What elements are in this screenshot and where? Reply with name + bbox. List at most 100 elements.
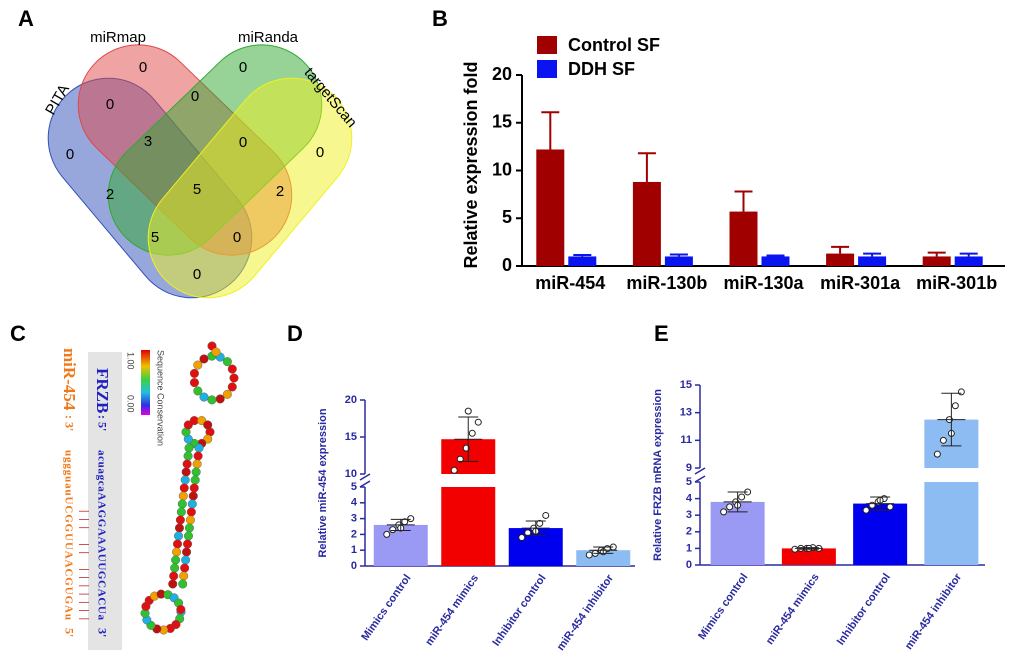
x-tick-label: miR-454 inhibitor	[903, 571, 965, 652]
nucleotide	[175, 515, 185, 525]
data-point	[407, 515, 415, 523]
panel-label: C	[10, 321, 26, 346]
nucleotide	[182, 547, 192, 557]
nucleotide	[199, 354, 209, 364]
nucleotide	[227, 382, 237, 392]
nucleotide	[181, 555, 191, 565]
venn-count: 3	[144, 133, 152, 150]
nucleotide	[177, 499, 187, 509]
y-tick-label: 2	[686, 526, 692, 538]
y-tick-label: 10	[492, 159, 512, 179]
y-tick-label: 15	[492, 112, 512, 132]
x-tick-label: miR-301b	[916, 273, 997, 293]
bar	[858, 256, 887, 266]
x-tick-label: Inhibitor control	[490, 573, 548, 649]
bar	[826, 253, 855, 266]
data-point	[383, 530, 391, 538]
nucleotide	[194, 443, 204, 453]
sequence-text: 5'	[62, 628, 76, 637]
venn-count: 0	[193, 266, 201, 283]
data-point	[456, 455, 464, 463]
nucleotide	[186, 507, 196, 517]
y-tick-label: 20	[492, 64, 512, 84]
bar	[568, 256, 597, 266]
sequence-text: acuagcaAAGGAAAUUGCACUa	[95, 450, 107, 621]
x-tick-label: miR-454	[535, 273, 605, 293]
y-tick-label: 4	[351, 497, 358, 509]
nucleotide	[193, 451, 203, 461]
y-tick-label: 1	[351, 544, 357, 556]
data-point	[542, 511, 550, 519]
nucleotide	[179, 483, 189, 493]
sequence-box	[88, 352, 122, 650]
y-tick-label: 9	[686, 462, 692, 474]
nucleotide	[183, 539, 193, 549]
y-axis-label: Relative miR-454 expression	[317, 408, 329, 557]
bar	[922, 256, 951, 266]
nucleotide	[183, 531, 193, 541]
legend-swatch	[537, 60, 557, 78]
legend-swatch	[537, 36, 557, 54]
venn-count: 0	[316, 144, 324, 161]
data-point	[474, 418, 482, 426]
nucleotide	[229, 373, 239, 383]
x-tick-label: miR-130a	[723, 273, 804, 293]
axis-break	[694, 475, 706, 483]
nucleotide	[173, 531, 183, 541]
y-tick-label: 0	[502, 255, 512, 275]
data-point	[524, 529, 532, 537]
data-point	[957, 388, 965, 396]
legend-label: DDH SF	[568, 59, 635, 79]
venn-set-label: miRanda	[238, 29, 299, 46]
nucleotide	[193, 386, 203, 396]
nucleotide	[185, 515, 195, 525]
x-tick-label: miR-454 mimics	[764, 572, 822, 647]
sequence-text: Sequence Conservation	[156, 350, 166, 446]
nucleotide	[172, 547, 182, 557]
nucleotide	[170, 563, 180, 573]
nucleotide	[190, 475, 200, 485]
venn-count: 2	[106, 186, 114, 203]
panel-label: B	[432, 6, 448, 31]
nucleotide	[180, 475, 190, 485]
bar	[924, 482, 979, 565]
venn-count: 0	[239, 134, 247, 151]
data-point	[518, 534, 526, 542]
sequence-text: : 3'	[62, 415, 76, 431]
venn-count: 0	[239, 59, 247, 76]
y-tick-label: 11	[680, 434, 692, 446]
nucleotide	[215, 394, 225, 404]
nucleotide	[176, 604, 186, 614]
color-scale	[141, 350, 150, 415]
venn-set	[147, 77, 353, 299]
bar	[536, 149, 565, 266]
nucleotide	[189, 368, 199, 378]
sequence-text: 3'	[95, 628, 109, 637]
y-tick-label: 1	[686, 542, 692, 554]
sequence-text: : 5'	[95, 415, 109, 431]
data-point	[738, 493, 746, 501]
nucleotide	[222, 357, 232, 367]
bar	[761, 256, 790, 266]
axis-break	[694, 467, 706, 475]
panel-label: E	[654, 321, 669, 346]
data-point	[464, 407, 472, 415]
nucleotide	[179, 571, 189, 581]
y-axis-label: Relative FRZB mRNA expression	[652, 389, 664, 561]
nucleotide	[203, 420, 213, 430]
nucleotide	[183, 451, 193, 461]
bar	[632, 181, 661, 266]
axis-break	[359, 473, 371, 481]
data-point	[951, 402, 959, 410]
nucleotide	[182, 459, 192, 469]
y-tick-label: 4	[686, 493, 693, 505]
venn-count: 0	[66, 146, 74, 163]
panel-label: A	[18, 6, 34, 31]
panel-label: D	[287, 321, 303, 346]
y-tick-label: 5	[351, 481, 357, 493]
bar	[954, 256, 983, 266]
sequence-text: 1.00	[126, 352, 136, 370]
data-point	[720, 508, 728, 516]
nucleotide	[173, 539, 183, 549]
